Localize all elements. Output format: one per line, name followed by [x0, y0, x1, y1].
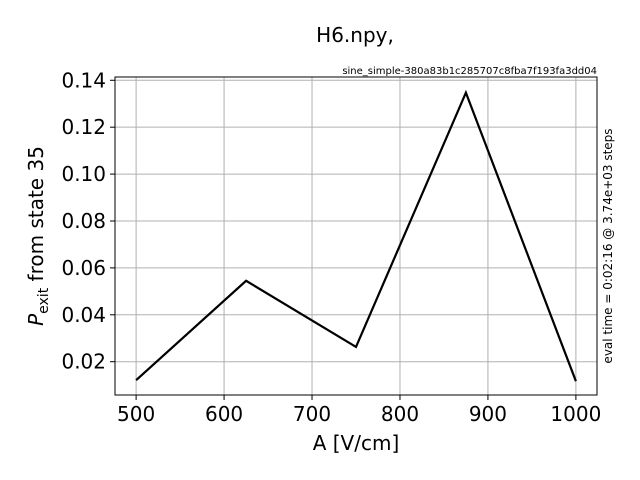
y-axis-label-main: P [24, 313, 48, 326]
y-tick-label: 0.12 [61, 115, 106, 139]
y-axis-label-sub: exit [36, 287, 52, 314]
grid [115, 77, 597, 395]
chart-subtitle: sine_simple-380a83b1c285707c8fba7f193fa3… [342, 66, 597, 77]
x-tick-label: 1000 [550, 402, 601, 426]
plot-lines [135, 89, 577, 382]
y-tick-label: 0.06 [61, 256, 106, 280]
x-tick-label: 600 [205, 402, 243, 426]
y-axis-label: Pexit from state 35 [24, 146, 52, 326]
y-tick-label: 0.08 [61, 209, 106, 233]
x-tick-label: 900 [469, 402, 507, 426]
x-tick-label: 500 [117, 402, 155, 426]
x-tick-label: 700 [293, 402, 331, 426]
chart-title: H6.npy, [316, 23, 394, 47]
plot-frame [114, 76, 598, 396]
y-tick-label: 0.14 [61, 68, 106, 92]
x-axis-label: A [V/cm] [313, 431, 400, 455]
series-line [135, 89, 577, 382]
x-tick-label: 800 [381, 402, 419, 426]
y-ticks: 0.02 0.04 0.06 0.08 0.10 0.12 0.14 [61, 68, 115, 374]
y-axis-label-rest: from state 35 [24, 146, 48, 288]
y-tick-label: 0.02 [61, 350, 106, 374]
y-tick-label: 0.10 [61, 162, 106, 186]
y-tick-label: 0.04 [61, 303, 106, 327]
right-label: eval time = 0:02:16 @ 3.74e+03 steps [601, 128, 615, 363]
x-ticks: 500 600 700 800 900 1000 [117, 395, 601, 426]
